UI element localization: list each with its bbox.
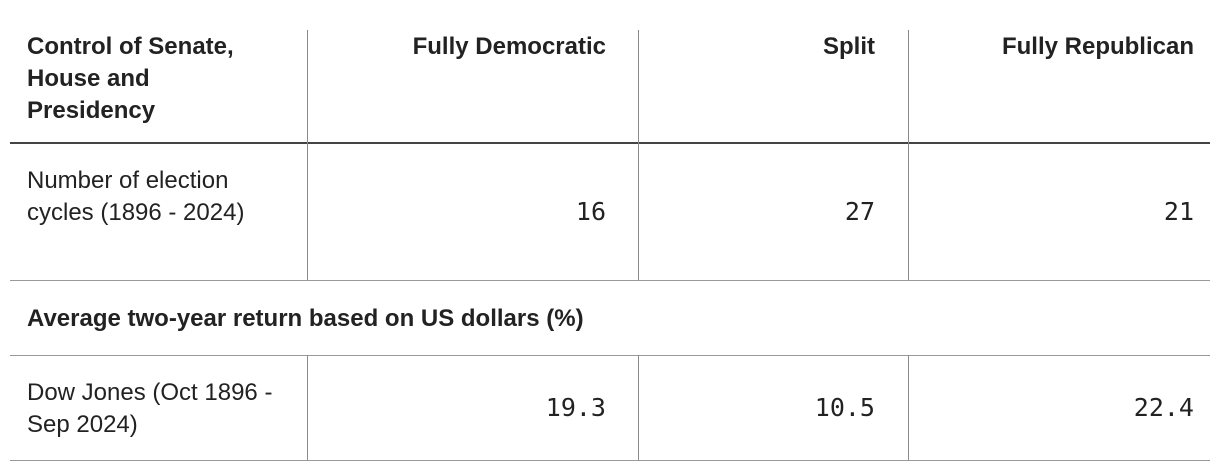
header-cell: Fully Republican bbox=[1001, 33, 1194, 60]
row-rule bbox=[10, 280, 1210, 281]
row-rule bbox=[10, 355, 1210, 356]
header-cell: Control of Senate, House and Presidency bbox=[27, 33, 234, 124]
cell-value: 19.3 bbox=[545, 393, 606, 422]
column-rule bbox=[908, 30, 909, 280]
row-label: Number of election cycles (1896 - 2024) bbox=[27, 167, 245, 226]
column-rule bbox=[307, 30, 308, 280]
column-rule bbox=[307, 355, 308, 460]
column-rule bbox=[638, 355, 639, 460]
header-cell: Fully Democratic bbox=[412, 33, 606, 60]
section-heading: Average two-year return based on US doll… bbox=[27, 305, 584, 332]
cell-value: 16 bbox=[575, 197, 606, 226]
cell-value: 10.5 bbox=[814, 393, 875, 422]
row-rule bbox=[10, 460, 1210, 461]
row-label: Dow Jones (Oct 1896 - Sep 2024) bbox=[27, 379, 273, 438]
column-rule bbox=[908, 355, 909, 460]
cell-value: 21 bbox=[1163, 197, 1194, 226]
cell-value: 27 bbox=[844, 197, 875, 226]
header-cell: Split bbox=[823, 33, 875, 60]
cell-value: 22.4 bbox=[1133, 393, 1194, 422]
header-rule bbox=[10, 142, 1210, 144]
column-rule bbox=[638, 30, 639, 280]
